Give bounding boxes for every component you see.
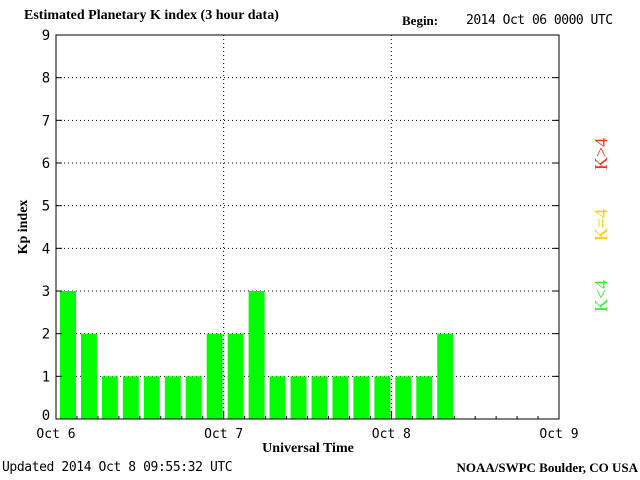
kp-bar (416, 376, 433, 419)
kp-bar (374, 376, 391, 419)
x-tick-label: Oct 7 (204, 427, 243, 442)
kp-bar (353, 376, 370, 419)
bars-layer (60, 291, 454, 419)
kp-bar (311, 376, 328, 419)
kp-bar (80, 333, 97, 419)
y-tick-label: 2 (42, 327, 50, 343)
legend-k-above-4: K>4 (591, 137, 611, 170)
begin-label: Begin: (402, 13, 439, 28)
kp-bar (437, 333, 454, 419)
kp-bar (269, 376, 286, 419)
credit-text: NOAA/SWPC Boulder, CO USA (456, 460, 638, 475)
kp-bar (143, 376, 160, 419)
kp-bar (185, 376, 202, 419)
kp-bar (248, 291, 265, 419)
y-tick-label: 0 (42, 408, 50, 424)
plot-frame (55, 34, 560, 420)
y-tick-label: 3 (42, 284, 50, 300)
kp-bar (101, 376, 118, 419)
y-ticks: 0 1 2 3 4 5 6 7 8 9 (42, 28, 559, 424)
legend-k-equal-4: K=4 (591, 208, 611, 241)
y-tick-label: 8 (42, 71, 50, 87)
kp-bar (122, 376, 139, 419)
x-tick-label: Oct 9 (539, 427, 578, 442)
y-tick-label: 1 (42, 369, 50, 385)
legend-k-below-4: K<4 (591, 279, 611, 312)
x-axis-label: Universal Time (262, 441, 354, 456)
kp-bar (290, 376, 307, 419)
updated-timestamp: Updated 2014 Oct 8 09:55:32 UTC (2, 460, 233, 475)
kp-bar (395, 376, 412, 419)
kp-bar (164, 376, 181, 419)
kp-bar (206, 333, 223, 419)
kp-bar (227, 333, 244, 419)
y-tick-label: 4 (42, 241, 50, 257)
kp-bar (332, 376, 349, 419)
y-tick-label: 5 (42, 199, 50, 215)
x-tick-label: Oct 6 (36, 427, 75, 442)
x-ticks: Oct 6 Oct 7 Oct 8 Oct 9 (36, 411, 579, 442)
chart-title: Estimated Planetary K index (3 hour data… (24, 8, 279, 23)
y-tick-label: 7 (42, 113, 50, 129)
y-tick-label: 9 (42, 28, 50, 44)
x-tick-label: Oct 8 (372, 427, 411, 442)
begin-value: 2014 Oct 06 0000 UTC (466, 13, 613, 28)
y-axis-label: Kp index (16, 200, 31, 255)
kp-bar (60, 291, 76, 419)
y-tick-label: 6 (42, 156, 50, 172)
grid-layer (56, 35, 559, 419)
